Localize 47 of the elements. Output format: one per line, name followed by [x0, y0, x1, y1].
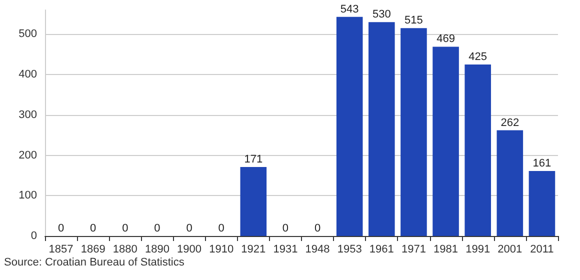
x-tick-label: 2001	[498, 244, 522, 256]
data-label: 0	[90, 222, 96, 234]
x-tick-label: 1961	[369, 244, 394, 256]
bar	[240, 166, 267, 236]
x-tick-label: 1948	[305, 244, 330, 256]
x-tick-label: 1991	[466, 244, 490, 256]
x-tick-label: 1931	[273, 244, 298, 256]
x-tick-label: 1880	[112, 244, 138, 256]
x-tick-label: 2011	[530, 244, 554, 256]
y-tick-label: 0	[30, 230, 37, 242]
bar	[368, 22, 395, 236]
data-label: 0	[186, 222, 192, 234]
bar	[336, 16, 363, 236]
y-tick-label: 400	[18, 68, 37, 81]
x-tick-label: 1971	[401, 244, 426, 256]
x-tick-label: 1921	[241, 244, 266, 256]
y-tick-label: 300	[18, 108, 37, 121]
data-label: 262	[500, 116, 520, 129]
data-label: 0	[154, 222, 160, 234]
data-label: 0	[58, 222, 64, 234]
data-label: 515	[404, 14, 423, 27]
data-label: 425	[468, 50, 488, 63]
y-tick-label: 100	[18, 190, 37, 202]
x-tick-label: 1953	[337, 244, 362, 256]
data-label: 469	[436, 33, 455, 46]
y-tick-label: 200	[18, 149, 37, 162]
data-label: 0	[282, 222, 289, 234]
data-label: 171	[244, 153, 263, 166]
data-label: 0	[314, 222, 321, 234]
y-tick-label: 500	[18, 28, 37, 40]
bar	[400, 28, 427, 236]
data-label: 161	[532, 158, 552, 170]
bar	[432, 46, 459, 236]
x-tick-label: 1869	[80, 244, 106, 256]
x-tick-label: 1890	[144, 244, 170, 256]
x-tick-label: 1981	[434, 244, 458, 256]
bar	[464, 64, 491, 236]
x-tick-label: 1900	[177, 244, 202, 256]
x-tick-label: 1857	[48, 244, 74, 256]
bar	[528, 171, 556, 236]
data-label: 0	[218, 222, 224, 234]
x-tick-label: 1910	[209, 244, 234, 256]
source-note: Source: Croatian Bureau of Statistics	[4, 256, 185, 268]
data-label: 0	[122, 222, 128, 234]
bar	[496, 130, 524, 236]
data-label: 543	[340, 3, 359, 16]
data-label: 530	[372, 8, 391, 21]
